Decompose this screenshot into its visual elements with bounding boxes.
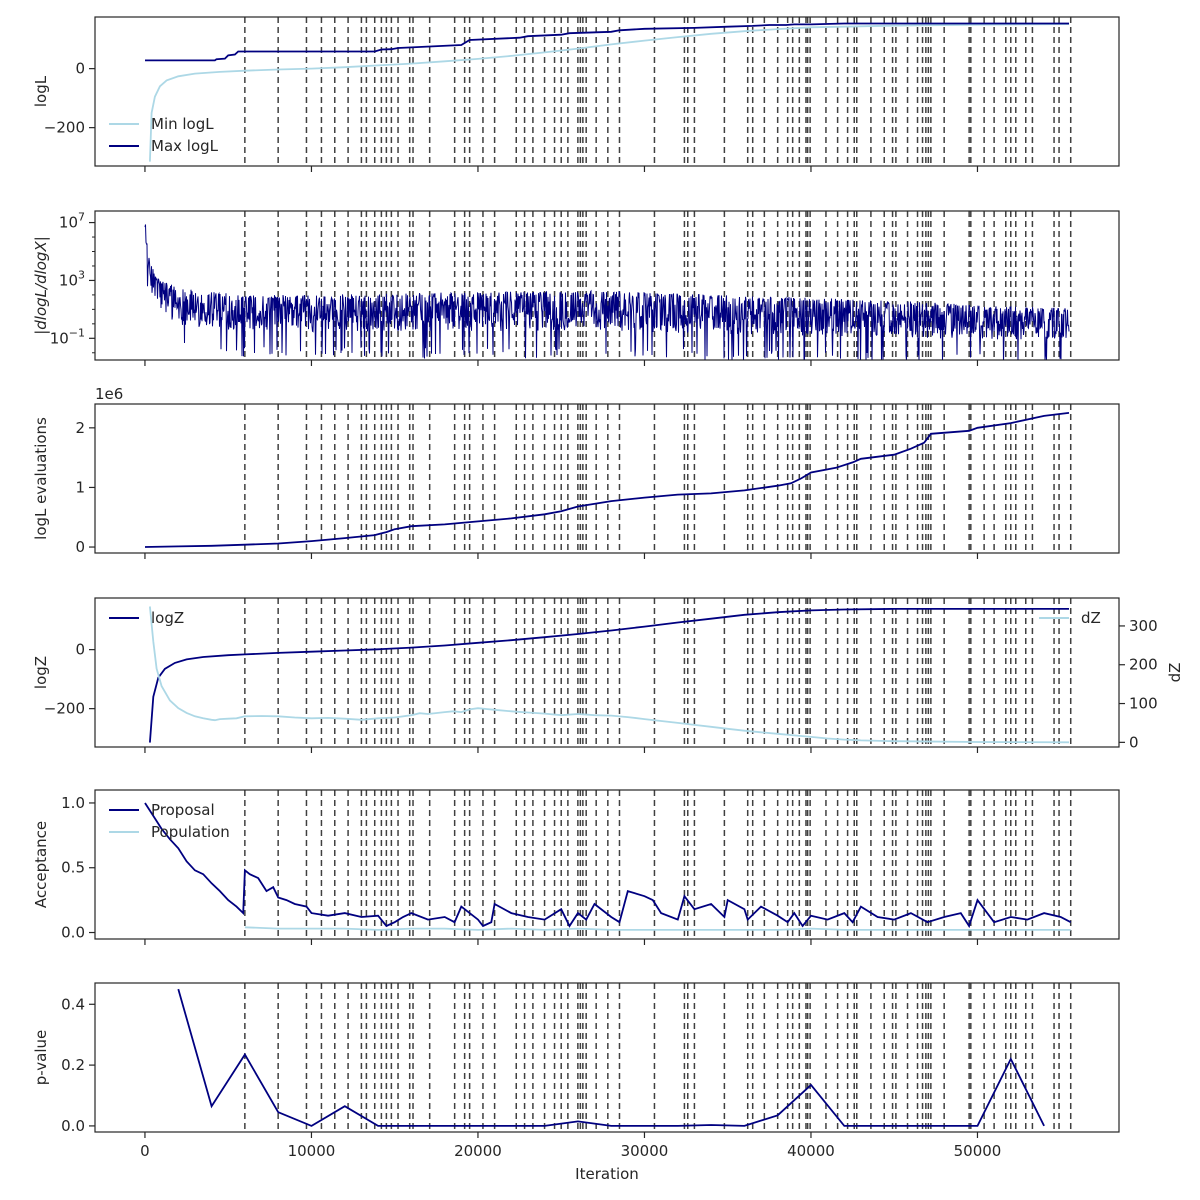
vertical-lines <box>244 404 1072 553</box>
series-group <box>145 22 1070 162</box>
legend: Min logL Max logL <box>109 115 219 155</box>
y-right-tick-label: 0 <box>1129 733 1139 751</box>
y-axis-label: logL evaluations <box>32 417 50 540</box>
x-tick-label: 30000 <box>621 1142 669 1160</box>
legend-label: dZ <box>1081 609 1101 627</box>
y-tick-label: 0 <box>75 538 85 556</box>
legend-label: Population <box>151 823 230 841</box>
y-axis-label: p-value <box>32 1030 50 1086</box>
legend-label: Max logL <box>151 137 219 155</box>
axes-frame <box>94 597 1120 748</box>
series-line-proposal <box>144 802 1072 929</box>
axes-frame <box>94 16 1120 167</box>
series-group <box>144 412 1070 548</box>
legend-label: logZ <box>151 609 184 627</box>
y-tick-label: 0.0 <box>61 924 85 942</box>
y-tick-label: 0.4 <box>61 995 85 1013</box>
legend: Proposal Population <box>109 801 230 841</box>
y-tick-label: 0 <box>75 641 85 659</box>
y-tick-label: 1.0 <box>61 794 85 812</box>
y-tick-label: 0 <box>75 60 85 78</box>
panel-4: −200 0 logZ 0 100 200 300 dZ logZ dZ <box>32 597 1184 753</box>
vertical-lines <box>244 598 1072 747</box>
series-line-max-logl <box>145 22 1069 62</box>
y-tick-label: −200 <box>44 700 85 718</box>
y-axis-label: Acceptance <box>32 821 50 908</box>
x-tick-label: 0 <box>140 1142 150 1160</box>
series-group <box>144 224 1070 360</box>
dlogl-series-line <box>144 224 1070 360</box>
y-axis-label: |dlogL/dlogX| <box>32 236 50 335</box>
y-axis-label: logL <box>32 75 50 107</box>
series-group <box>177 988 1045 1127</box>
y-tick-label: −200 <box>44 119 85 137</box>
panel-2: 107 103 10−1|dlogL/dlogX| <box>32 210 1120 366</box>
legend-label: Min logL <box>151 115 214 133</box>
axes-frame <box>94 789 1120 940</box>
panel-5: 0.0 0.5 1.0 Acceptance Proposal Population <box>32 789 1120 945</box>
axes-frame <box>94 982 1120 1133</box>
y-right-tick-label: 100 <box>1129 695 1158 713</box>
x-axis-label: Iteration <box>575 1165 639 1183</box>
x-tick-label: 40000 <box>787 1142 835 1160</box>
series-line-main <box>144 412 1070 548</box>
y-tick-label: 0.2 <box>61 1056 85 1074</box>
axes-frame <box>94 210 1120 361</box>
y-tick-label: 1 <box>75 478 85 496</box>
y-right-axis-label: dZ <box>1166 663 1184 683</box>
x-tick-label: 10000 <box>288 1142 336 1160</box>
y-tick-label: 103 <box>59 268 85 289</box>
series-line-dz <box>149 606 1070 744</box>
legend-label: Proposal <box>151 801 215 819</box>
legend: dZ <box>1039 609 1101 627</box>
offset-label: 1e6 <box>95 385 123 403</box>
panel-6: 0 10000 20000 30000 40000 50000 0.0 0.2 0.4 p-val… <box>32 982 1120 1160</box>
panel-3: 0 1 2 logL evaluations 1e6 <box>32 385 1120 559</box>
x-tick-label: 50000 <box>954 1142 1002 1160</box>
y-tick-label: 10−1 <box>50 326 85 347</box>
vertical-lines <box>244 983 1072 1132</box>
y-right-tick-label: 200 <box>1129 656 1158 674</box>
series-line-min-logl <box>149 23 1070 162</box>
y-tick-label: 0.5 <box>61 859 85 877</box>
y-tick-label: 0.0 <box>61 1117 85 1135</box>
y-axis-label: logZ <box>32 656 50 689</box>
y-right-tick-label: 300 <box>1129 617 1158 635</box>
series-line-logz <box>149 608 1069 743</box>
panel-1: −200 0 logL Min logL Max logL <box>32 16 1120 172</box>
series-line-main <box>177 988 1045 1127</box>
series-group <box>149 606 1070 744</box>
y-tick-label: 107 <box>59 211 85 232</box>
x-tick-label: 20000 <box>454 1142 502 1160</box>
series-group <box>144 802 1072 931</box>
axes-frame <box>94 403 1120 554</box>
legend: logZ <box>109 609 184 627</box>
series-line-population <box>244 926 1071 931</box>
y-tick-label: 2 <box>75 419 85 437</box>
panels: −200 0 logL Min logL Max logL 107 103 10−1|dlog… <box>32 16 1184 1160</box>
vertical-lines <box>244 17 1072 166</box>
